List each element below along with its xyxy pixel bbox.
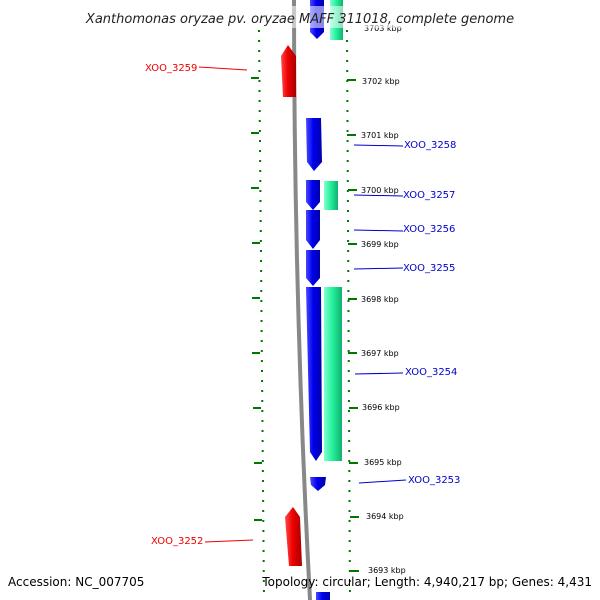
ruler-label: 3698 kbp [361,295,399,304]
gene-arrow-XOO_3253 [310,477,326,491]
ruler-label: 3699 kbp [361,240,399,249]
gene-label[interactable]: XOO_3252 [151,536,203,547]
ruler-label: 3693 kbp [368,566,406,575]
gene-arrow-XOO_3252 [285,507,302,566]
accession-text: Accession: NC_007705 [8,575,144,589]
outer-dotted-ring [251,29,265,600]
ruler-label: 3701 kbp [361,131,399,140]
gc-features [324,0,343,461]
gene-arrow-XOO_3254 [306,287,322,461]
gene-label[interactable]: XOO_3259 [145,63,197,74]
gene-arrow-XOO_3258 [306,118,322,171]
gene-label[interactable]: XOO_3253 [408,475,460,486]
ruler-label: 3696 kbp [362,403,400,412]
label-connectors [198,66,407,543]
gene-arrow-bottom [316,592,330,600]
gene-label[interactable]: XOO_3257 [403,190,455,201]
map-title: Xanthomonas oryzae pv. oryzae MAFF 31101… [85,12,514,27]
gene-label[interactable]: XOO_3258 [404,140,456,151]
gene-arrow-XOO_3256 [306,210,320,249]
gene-label[interactable]: XOO_3256 [403,224,455,235]
ruler-label: 3694 kbp [366,512,404,521]
gene-labels: XOO_3259 XOO_3258 XOO_3257 XOO_3256 XOO_… [145,63,460,547]
gene-arrow-XOO_3257 [306,180,320,210]
ruler-label: 3700 kbp [361,186,399,195]
genome-summary-text: Topology: circular; Length: 4,940,217 bp… [261,575,592,589]
gene-label[interactable]: XOO_3254 [405,367,457,378]
title-backdrop [60,6,540,28]
ruler-labels: 3703 kbp 3702 kbp 3701 kbp 3700 kbp 3699… [361,24,406,575]
ruler-label: 3702 kbp [362,77,400,86]
ruler-label: 3703 kbp [364,24,402,33]
ruler-label: 3695 kbp [364,458,402,467]
gene-arrow-XOO_3255 [306,250,320,286]
ruler-label: 3697 kbp [361,349,399,358]
inner-dotted-ring [346,29,359,600]
gene-arrow-XOO_3259 [281,45,296,97]
gene-label[interactable]: XOO_3255 [403,263,455,274]
